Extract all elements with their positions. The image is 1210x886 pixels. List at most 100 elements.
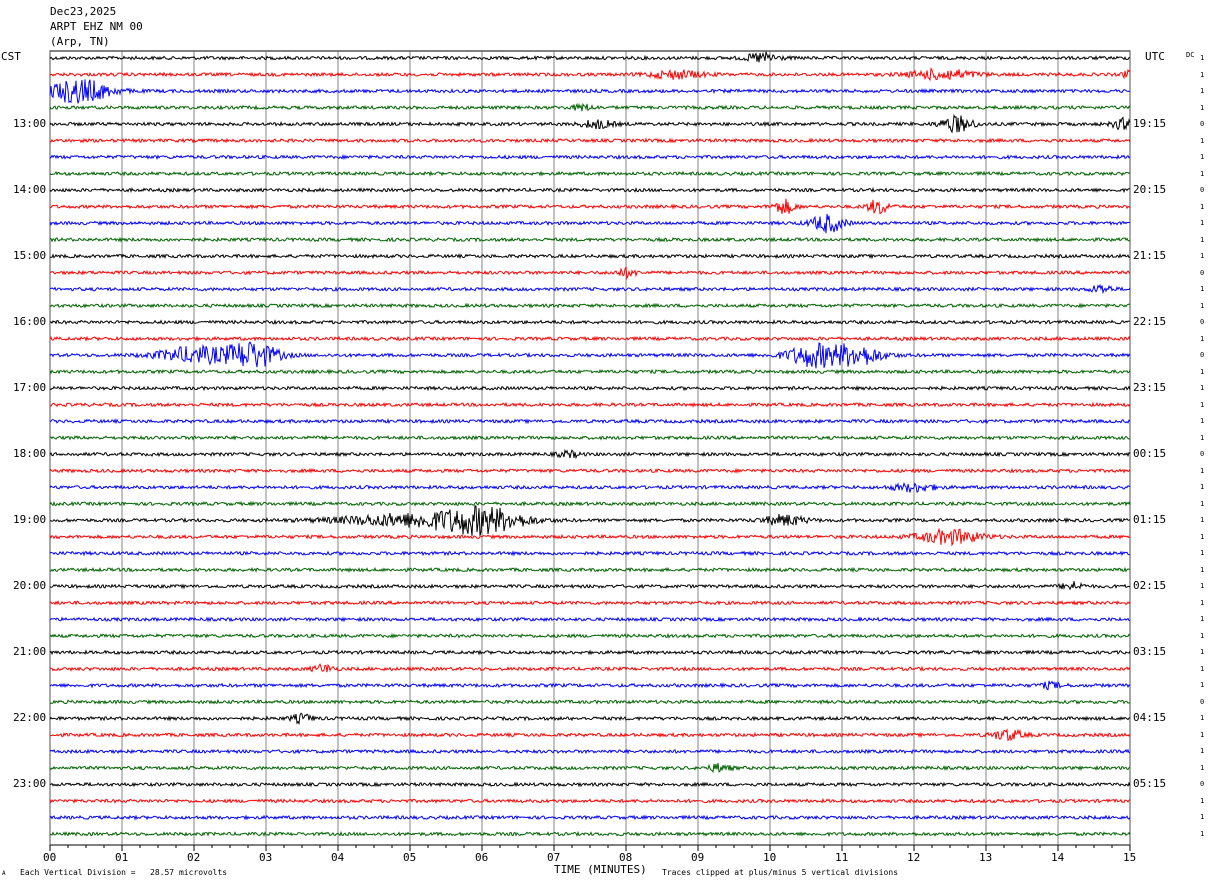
right-hour-label: 01:15: [1133, 513, 1167, 527]
left-hour-label: 14:00: [13, 183, 47, 197]
seismic-trace: [49, 599, 1131, 606]
dc-offset-label: 1: [1200, 664, 1205, 673]
seismic-trace: [49, 341, 1131, 369]
right-hour-label: 03:15: [1133, 645, 1167, 659]
seismic-trace: [49, 649, 1131, 656]
right-hour-label: 22:15: [1133, 315, 1167, 329]
dc-offset-label: 1: [1200, 499, 1205, 508]
x-tick-label: 15: [1123, 851, 1137, 864]
x-tick-label: 00: [43, 851, 57, 864]
seismic-trace: [49, 500, 1131, 507]
scale-footnote: Each Vertical Division = 28.57 microvolt…: [20, 868, 228, 877]
left-hour-label: 20:00: [13, 579, 47, 593]
x-tick-label: 09: [691, 851, 705, 864]
dc-offset-label: 1: [1200, 252, 1205, 261]
header-date: Dec23,2025: [50, 5, 117, 18]
dc-offset-label: 1: [1200, 681, 1205, 690]
dc-offset-label: 1: [1200, 136, 1205, 145]
seismic-trace: [49, 467, 1131, 474]
dc-offset-label: 1: [1200, 483, 1205, 492]
dc-offset-label: 1: [1200, 466, 1205, 475]
right-hour-label: 23:15: [1133, 381, 1167, 395]
dc-offset-label: 1: [1200, 54, 1205, 62]
right-hour-label: 20:15: [1133, 183, 1167, 197]
left-hour-label: 15:00: [13, 249, 47, 263]
left-hour-label: 13:00: [13, 117, 47, 131]
dc-offset-label: 1: [1200, 598, 1205, 607]
left-hour-label: 16:00: [13, 315, 47, 329]
seismic-trace: [49, 401, 1131, 408]
left-hour-label: 22:00: [13, 711, 47, 725]
dc-offset-label: 1: [1200, 433, 1205, 442]
dc-offset-label: 1: [1200, 615, 1205, 624]
x-tick-label: 06: [475, 851, 489, 864]
seismic-trace: [49, 616, 1131, 623]
seismic-trace: [49, 566, 1131, 574]
seismic-trace: [49, 481, 1131, 493]
left-hour-label: 17:00: [13, 381, 47, 395]
plot-frame: [49, 50, 1131, 846]
seismic-trace: [49, 728, 1131, 742]
right-timezone-label: UTC: [1145, 50, 1165, 63]
seismic-trace: [49, 418, 1131, 425]
seismic-trace: [49, 527, 1131, 547]
seismic-trace: [49, 797, 1131, 804]
x-tick-label: 02: [187, 851, 201, 864]
dc-offset-label: 1: [1200, 219, 1205, 228]
seismic-trace: [49, 505, 1131, 536]
seismic-trace: [49, 319, 1131, 326]
left-hour-label: 21:00: [13, 645, 47, 659]
right-hour-label: 00:15: [1133, 447, 1167, 461]
seismic-trace: [49, 632, 1131, 639]
right-hour-label: 04:15: [1133, 711, 1167, 725]
seismic-trace: [49, 51, 1131, 63]
seismic-trace: [49, 102, 1131, 112]
seismic-trace: [49, 550, 1131, 557]
dc-offset-label: 1: [1200, 103, 1205, 112]
dc-offset-label: 1: [1200, 565, 1205, 574]
seismic-trace: [49, 448, 1131, 460]
dc-offset-label: 1: [1200, 582, 1205, 591]
dc-offset-label: 1: [1200, 367, 1205, 376]
seismic-trace: [49, 748, 1131, 755]
left-timezone-label: CST: [1, 50, 21, 63]
seismic-trace: [49, 170, 1131, 177]
seismic-trace: [49, 368, 1131, 375]
seismic-trace: [49, 434, 1131, 441]
x-tick-label: 08: [619, 851, 633, 864]
seismic-trace: [49, 335, 1131, 342]
dc-offset-label: 0: [1200, 351, 1205, 360]
seismic-trace: [49, 236, 1131, 243]
seismic-trace: [49, 781, 1131, 788]
x-tick-label: 05: [403, 851, 417, 864]
seismic-trace: [49, 680, 1131, 691]
x-tick-label: 03: [259, 851, 273, 864]
seismic-trace: [49, 302, 1131, 309]
right-hour-label: 02:15: [1133, 579, 1167, 593]
dc-offset-label: 1: [1200, 169, 1205, 178]
x-tick-label: 04: [331, 851, 345, 864]
dc-offset-label: 1: [1200, 631, 1205, 640]
dc-offset-label: 1: [1200, 516, 1205, 525]
dc-offset-label: 1: [1200, 400, 1205, 409]
header-station: ARPT EHZ NM 00: [50, 20, 143, 33]
dc-offset-label: 1: [1200, 730, 1205, 739]
seismic-trace: [49, 698, 1131, 705]
dc-offset-label: 1: [1200, 202, 1205, 211]
seismic-trace: [49, 153, 1131, 161]
dc-offset-label: 1: [1200, 153, 1205, 162]
x-tick-label: 13: [979, 851, 993, 864]
dc-offset-label: 0: [1200, 318, 1205, 327]
seismic-trace: [49, 265, 1131, 281]
seismic-trace: [49, 814, 1131, 821]
seismic-trace: [49, 385, 1131, 392]
clip-footnote: Traces clipped at plus/minus 5 vertical …: [662, 868, 899, 877]
dc-offset-label: 0: [1200, 780, 1205, 789]
left-hour-label: 19:00: [13, 513, 47, 527]
seismic-trace: [50, 253, 1131, 260]
seismic-trace: [49, 198, 1131, 215]
x-axis-label: TIME (MINUTES): [554, 863, 647, 876]
right-hour-label: 05:15: [1133, 777, 1167, 791]
x-tick-label: 07: [547, 851, 561, 864]
